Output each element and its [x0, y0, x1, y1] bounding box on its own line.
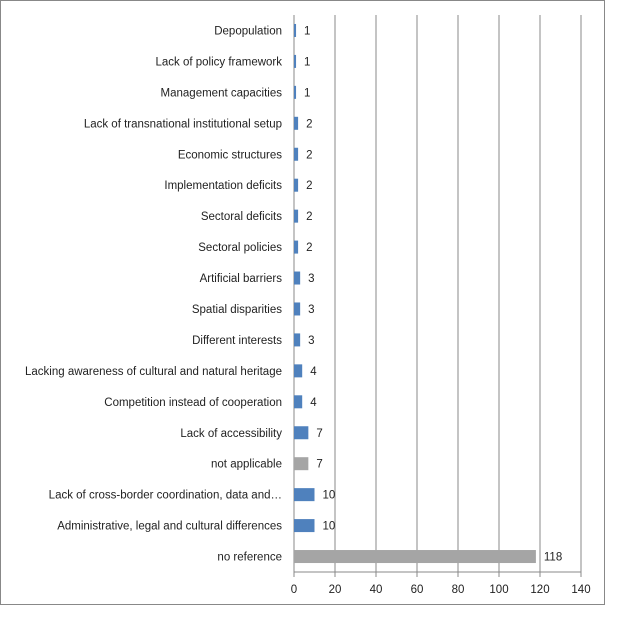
data-label: 1: [304, 56, 310, 68]
data-label: 2: [306, 118, 312, 130]
category-label: Administrative, legal and cultural diffe…: [57, 521, 282, 533]
x-tick-label: 0: [291, 584, 297, 596]
category-label: not applicable: [211, 459, 282, 471]
x-tick-label: 120: [530, 584, 549, 596]
bar: [294, 23, 297, 37]
data-label: 7: [316, 459, 322, 471]
data-label: 3: [308, 304, 314, 316]
x-tick-label: 100: [489, 584, 508, 596]
x-tick-label: 80: [452, 584, 465, 596]
data-label: 2: [306, 180, 312, 192]
category-label: Lack of accessibility: [180, 428, 282, 440]
bar: [294, 364, 303, 378]
category-label: Different interests: [192, 335, 282, 347]
category-label: Competition instead of cooperation: [104, 397, 282, 409]
category-label: Spatial disparities: [192, 304, 282, 316]
bar: [294, 550, 536, 564]
data-label: 3: [308, 335, 314, 347]
category-label: Implementation deficits: [164, 180, 282, 192]
data-label: 1: [304, 25, 310, 37]
category-label: Lack of transnational institutional setu…: [84, 118, 282, 130]
x-tick-label: 40: [370, 584, 383, 596]
bar: [294, 209, 299, 223]
data-label: 10: [323, 521, 336, 533]
x-tick-label: 60: [411, 584, 424, 596]
data-label: 10: [323, 490, 336, 502]
category-label: no reference: [217, 552, 282, 564]
bar: [294, 302, 301, 316]
bar: [294, 271, 301, 285]
bar: [294, 116, 299, 130]
bar: [294, 457, 309, 471]
category-label: Lack of policy framework: [155, 56, 282, 68]
category-label: Sectoral deficits: [201, 211, 282, 223]
bar: [294, 54, 297, 68]
category-label: Sectoral policies: [198, 242, 282, 254]
category-label: Depopulation: [214, 25, 282, 37]
data-label: 1: [304, 87, 310, 99]
bar: [294, 178, 299, 192]
data-label: 2: [306, 211, 312, 223]
category-label: Management capacities: [161, 87, 283, 99]
bar-chart: 0 20 40 60 80 100 120 140 Depopulation 1 Lack of p…: [25, 15, 591, 596]
bar: [294, 519, 315, 533]
x-tick-label: 140: [571, 584, 590, 596]
category-label: Artificial barriers: [200, 273, 283, 285]
data-label: 4: [310, 397, 317, 409]
data-label: 2: [306, 242, 312, 254]
data-label: 3: [308, 273, 314, 285]
category-label: Lacking awareness of cultural and natura…: [25, 366, 282, 378]
bar: [294, 240, 299, 254]
category-label: Lack of cross-border coordination, data …: [49, 490, 282, 502]
x-tick-label: 20: [329, 584, 342, 596]
bar: [294, 333, 301, 347]
bar: [294, 488, 315, 502]
data-label: 7: [316, 428, 322, 440]
data-label: 118: [544, 552, 562, 564]
chart-frame: 0 20 40 60 80 100 120 140 Depopulation 1 Lack of p…: [0, 0, 605, 605]
data-label: 2: [306, 149, 312, 161]
category-label: Economic structures: [178, 149, 282, 161]
bar: [294, 426, 309, 440]
bar: [294, 147, 299, 161]
data-label: 4: [310, 366, 317, 378]
bar: [294, 395, 303, 409]
bar: [294, 85, 297, 99]
